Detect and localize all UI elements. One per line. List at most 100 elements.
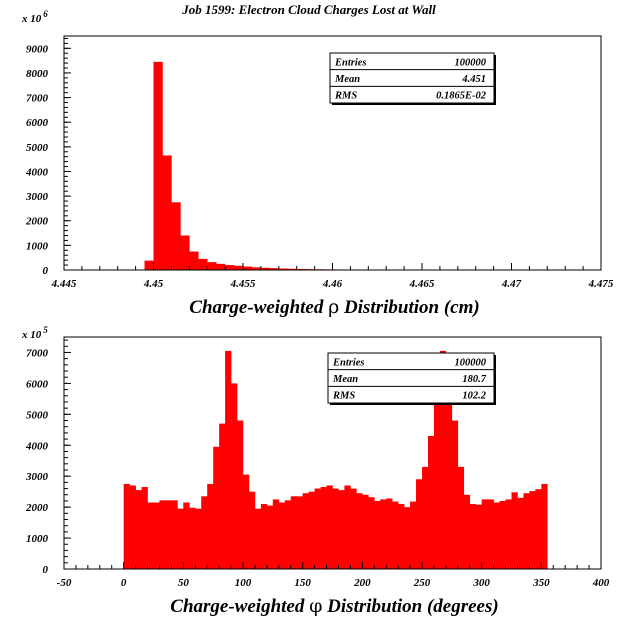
histogram-bar [162,155,172,270]
x-tick-label: 350 [532,577,550,589]
histogram-bar [338,490,345,569]
x-tick-label: 200 [353,577,371,589]
histogram-bar [463,494,471,569]
stats-value-entries: 100000 [455,57,487,68]
histogram-bar [144,260,154,270]
histogram-bar [201,496,208,569]
y-tick-label: 0 [43,564,49,576]
stats-label-rms: RMS [334,91,357,102]
histogram-bar [278,502,286,569]
histogram-bar [439,350,447,569]
y-tick-label: 5000 [26,142,49,154]
x-axis-title: Charge-weighted ρ Distribution (cm) [189,296,479,318]
histogram-bar [433,383,441,569]
histogram-bar [171,500,178,569]
histogram-bar [404,507,411,569]
y-tick-label: 8000 [26,68,49,80]
stats-label-mean: Mean [334,74,360,85]
histogram-bar [243,266,253,270]
histogram-bar [284,500,292,569]
y-tick-label: 9000 [26,43,49,55]
x-tick-label: 4.46 [322,278,343,290]
x-tick-label: 4.455 [230,278,256,290]
x-tick-label: 4.445 [51,278,77,290]
histogram-bar [153,502,160,569]
histogram-bar [269,268,280,270]
stats-label-rms: RMS [332,391,355,402]
x-tick-label: 4.45 [143,278,164,290]
histogram-bar [332,488,339,569]
histogram-bar [198,258,208,270]
histogram-bar [511,492,518,569]
histogram-bar [422,466,429,569]
histogram-bar [272,499,280,569]
histogram-bar [153,61,163,270]
histogram-bar [451,420,459,569]
x-tick-label: 250 [413,577,431,589]
histogram-bar [344,485,351,569]
y-tick-label: 2000 [25,216,49,228]
histogram-bar [171,202,181,270]
y-tick-label: 6000 [26,378,49,390]
x-tick-label: 150 [294,577,311,589]
histogram-bar [207,262,217,270]
histogram-bar [493,502,500,569]
histogram-bar [260,504,268,569]
histogram-bar [189,251,199,270]
histogram-bar [481,499,488,569]
stats-value-rms: 102.2 [462,391,486,402]
stats-box [329,52,495,104]
histogram-bar [213,446,220,569]
histogram-bar [278,268,289,270]
y-tick-label: 2000 [25,502,49,514]
histogram-bar [541,483,548,569]
histogram-bar [499,500,506,569]
histogram-bar [141,487,148,569]
x-tick-label: -50 [57,577,72,589]
histogram-bar [248,491,256,569]
histogram-bar [225,350,232,569]
stats-label-entries: Entries [332,357,365,368]
histogram-bar [487,499,494,569]
histogram-bar [374,500,381,569]
x-axis-title: Charge-weighted φ Distribution (degrees) [170,595,498,617]
x-tick-label: 50 [178,577,190,589]
histogram-bar [523,493,530,569]
histogram-bar [251,267,262,270]
stats-value-rms: 0.1865E-02 [436,91,487,102]
y-tick-label: 0 [43,265,49,277]
stats-value-mean: 180.7 [462,374,486,385]
y-tick-label: 3000 [25,191,49,203]
y-multiplier-label: x 10 5 [21,325,48,341]
histogram-bar [356,493,363,569]
histogram-bar [225,265,235,270]
y-tick-label: 7000 [26,347,49,359]
histogram-bar [320,487,327,569]
x-tick-label: 400 [592,577,610,589]
histogram-bar [183,502,190,569]
histogram-bar [398,504,405,569]
histogram-bar [237,420,244,569]
y-tick-label: 5000 [26,409,49,421]
x-tick-label: 4.465 [409,278,435,290]
histogram-bar [195,508,202,569]
histogram-bar [302,493,309,569]
histogram-bar [362,494,369,569]
histogram-panel-2: -50 0 50 100 150 200 250 300 350 4000100020003000… [21,325,610,617]
histogram-bar [123,483,130,569]
histogram-panel-1: 4.445 4.45 4.455 4.46 4.465 4.47 4.475 0 1000 200… [21,9,614,318]
y-tick-label: 6000 [26,117,49,129]
histogram-bar [392,501,399,569]
histogram-bar [129,485,136,569]
y-tick-label: 4000 [25,440,49,452]
histogram-bar [469,504,476,569]
stats-value-mean: 4.451 [461,74,486,85]
histogram-bar [529,491,536,569]
histogram-bar [231,383,238,569]
x-tick-label: 4.475 [588,278,614,290]
histogram-bar [159,500,166,569]
histogram-bar [368,497,375,569]
x-tick-label: 4.47 [501,278,522,290]
histogram-bar [243,474,250,569]
